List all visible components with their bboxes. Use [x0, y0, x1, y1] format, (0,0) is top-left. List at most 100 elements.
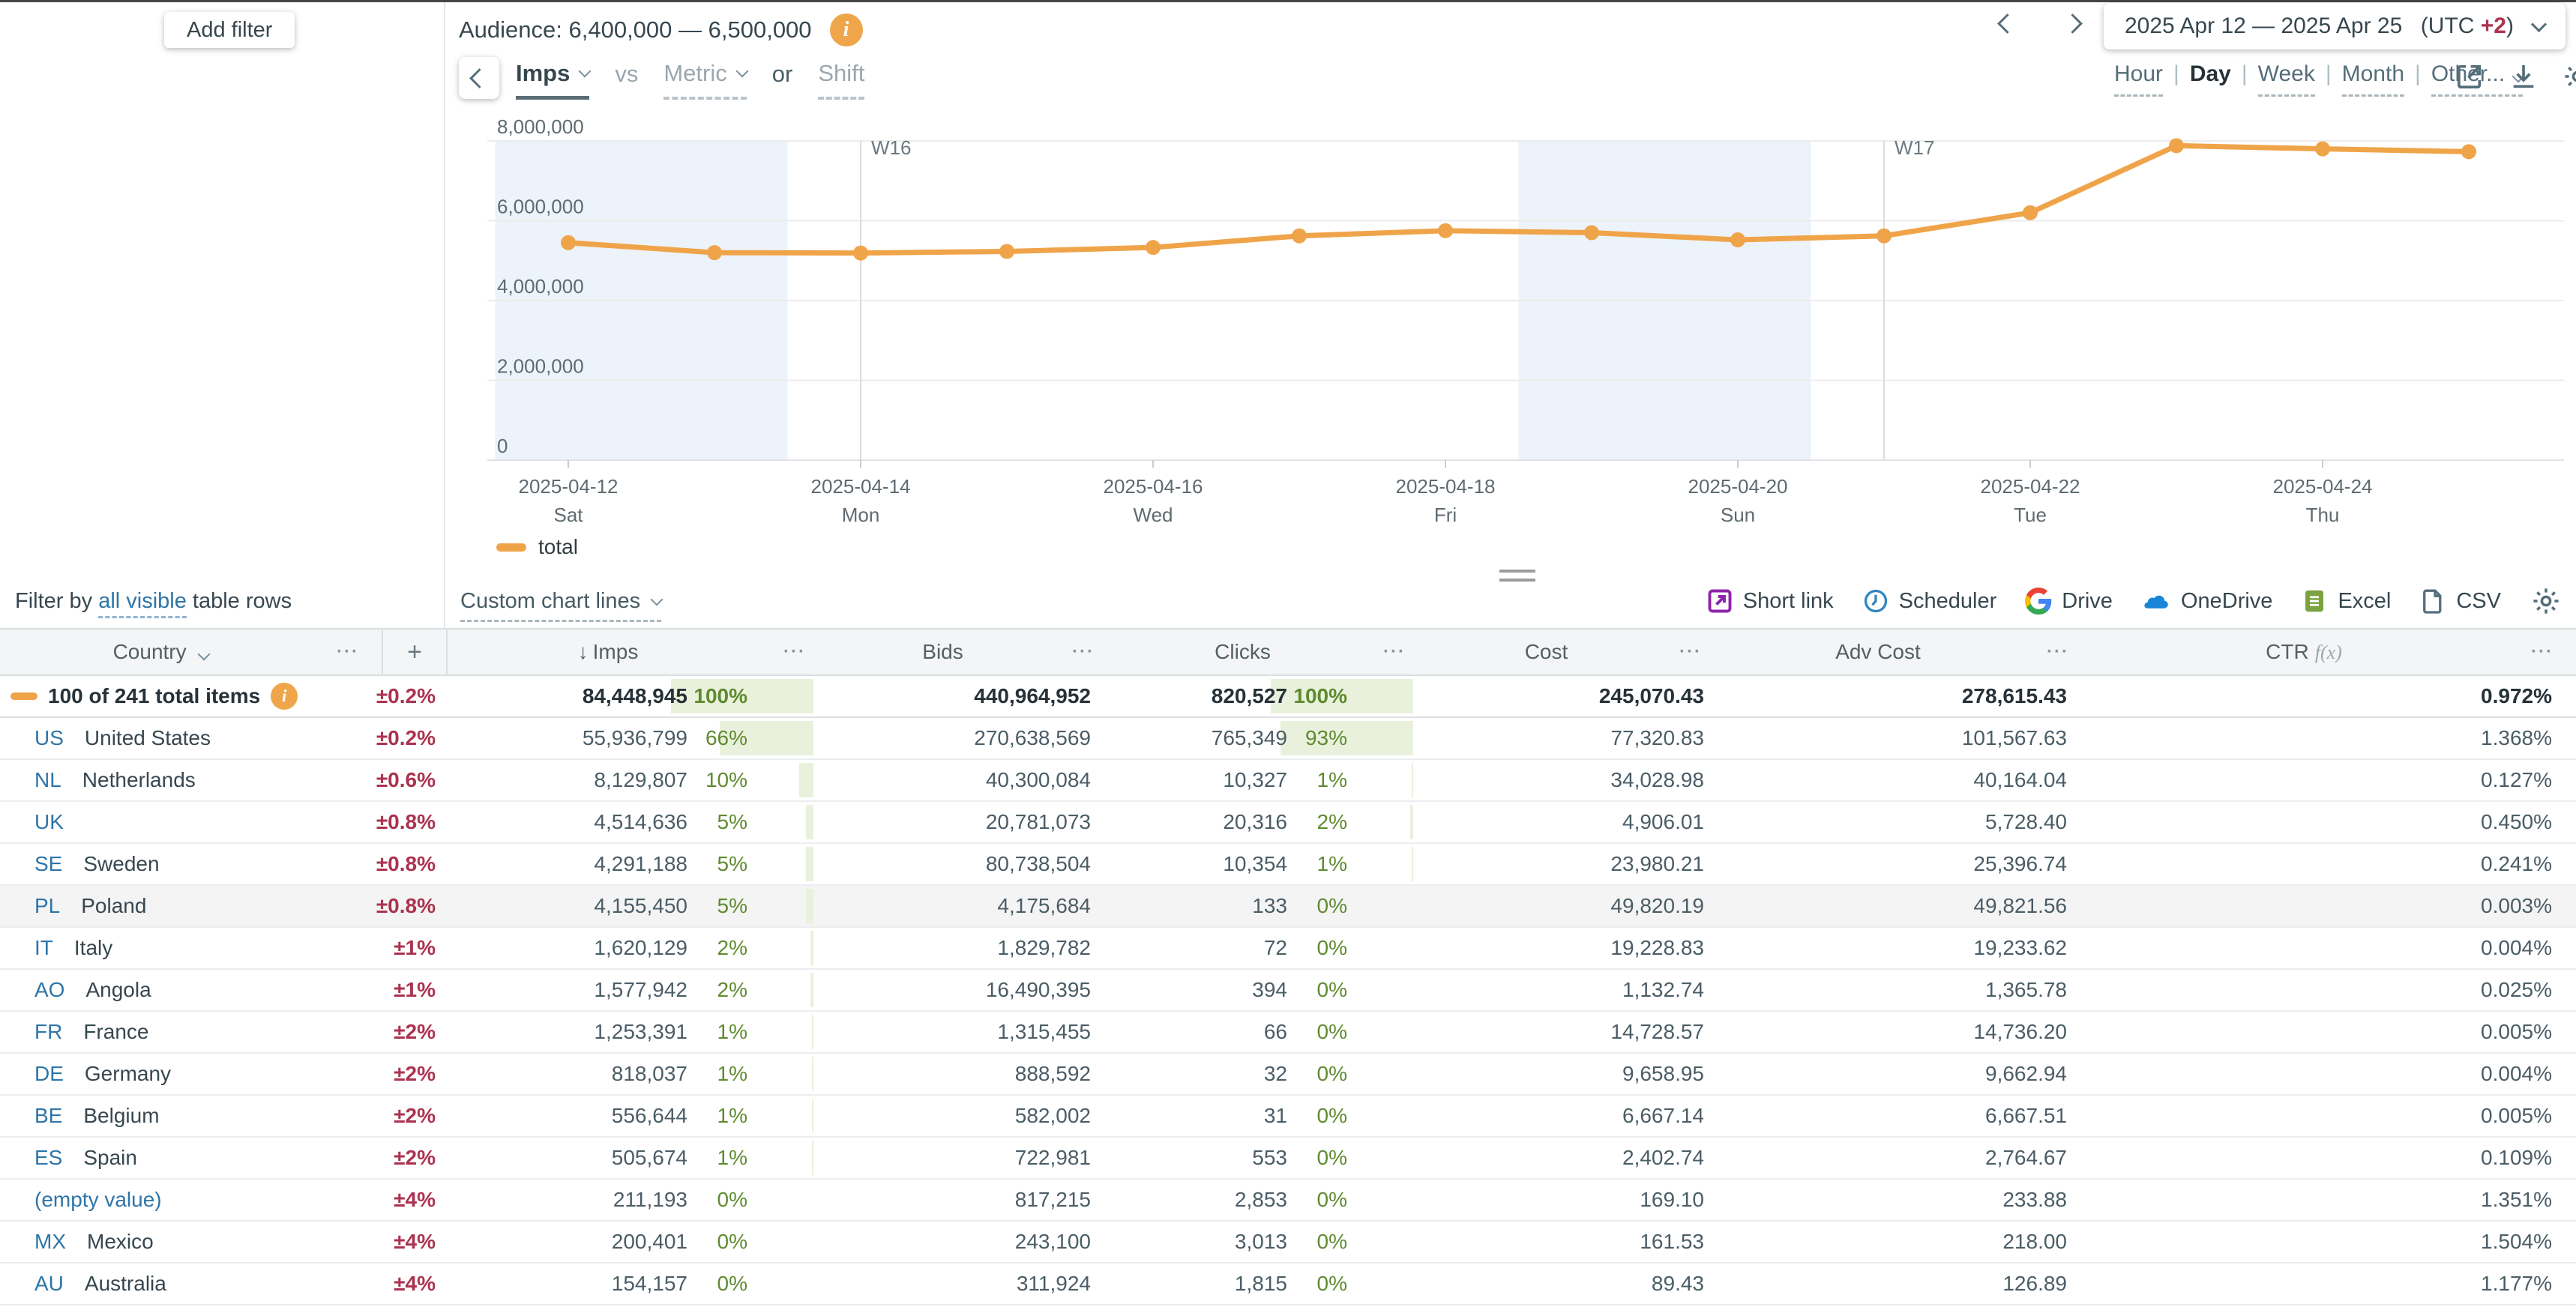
cost-value: 245,070.43	[1598, 684, 1704, 707]
table-row[interactable]: AU Australia ±4% 154,157 0% 311,924 1,815 0% 89.…	[0, 1264, 2576, 1306]
date-range-picker[interactable]: 2025 Apr 12 — 2025 Apr 25 (UTC +2)	[2104, 3, 2566, 49]
granularity-separator: |	[2241, 61, 2248, 86]
data-point	[2461, 144, 2476, 160]
country-cell[interactable]: PL Poland	[0, 886, 382, 926]
column-menu-icon[interactable]: ···	[337, 642, 359, 662]
country-cell[interactable]: ES Spain	[0, 1138, 382, 1178]
country-cell[interactable]: NL Netherlands	[0, 760, 382, 800]
column-header-clicks[interactable]: Clicks ···	[1215, 640, 1406, 663]
panel-resize-handle[interactable]	[1499, 570, 1535, 588]
country-cell[interactable]: AU Australia	[0, 1264, 382, 1304]
value-bar	[1281, 721, 1413, 755]
onedrive-export-button[interactable]: OneDrive	[2141, 588, 2272, 615]
column-menu-icon[interactable]: ···	[1383, 642, 1406, 662]
open-external-button[interactable]	[2453, 60, 2486, 93]
country-cell[interactable]: MX Mexico	[0, 1222, 382, 1262]
formula-icon: f(x)	[2314, 642, 2342, 663]
compare-metric-dropdown[interactable]: Metric	[663, 60, 749, 100]
table-row[interactable]: FR France ±2% 1,253,391 1% 1,315,455 66 0% 14,72…	[0, 1012, 2576, 1054]
table-row[interactable]: IT Italy ±1% 1,620,129 2% 1,829,782 72 0% 19,228…	[0, 928, 2576, 970]
country-cell[interactable]: US United States	[0, 718, 382, 758]
country-cell[interactable]: FR France	[0, 1012, 382, 1052]
imps-value: 8,129,807	[594, 768, 687, 791]
country-code: SE	[34, 852, 63, 875]
country-cell[interactable]: SE Sweden	[0, 844, 382, 884]
table-row[interactable]: UK ±0.8% 4,514,636 5% 20,781,073 20,316 2% 4,90…	[0, 802, 2576, 844]
table-row[interactable]: PL Poland ±0.8% 4,155,450 5% 4,175,684 133 0% 49…	[0, 886, 2576, 928]
column-menu-icon[interactable]: ···	[783, 642, 806, 662]
granularity-tab-other[interactable]: Other...	[2431, 61, 2525, 97]
table-row[interactable]: AO Angola ±1% 1,577,942 2% 16,490,395 394 0% 1,1…	[0, 970, 2576, 1012]
table-row[interactable]: MX Mexico ±4% 200,401 0% 243,100 3,013 0% 161.53…	[0, 1222, 2576, 1264]
adv-cost-value: 19,233.62	[1973, 936, 2067, 959]
totals-cell[interactable]: 100 of 241 total items i	[0, 676, 382, 716]
info-icon[interactable]: i	[829, 13, 863, 46]
country-cell[interactable]: IT Italy	[0, 928, 382, 968]
add-filter-button[interactable]: Add filter	[164, 12, 295, 48]
table-row[interactable]: SE Sweden ±0.8% 4,291,188 5% 80,738,504 10,354…	[0, 844, 2576, 886]
error-margin-value: ±4%	[394, 1230, 436, 1253]
scheduler-button[interactable]: Scheduler	[1862, 588, 1996, 615]
country-code: AO	[34, 978, 65, 1001]
granularity-tab-month[interactable]: Month	[2341, 61, 2405, 97]
table-row[interactable]: NL Netherlands ±0.6% 8,129,807 10% 40,300,084…	[0, 760, 2576, 802]
data-point	[853, 245, 868, 261]
country-cell[interactable]: (empty value)	[0, 1180, 382, 1220]
table-row[interactable]: (empty value) ±4% 211,193 0% 817,215 2,853 0% 1…	[0, 1180, 2576, 1222]
column-menu-icon[interactable]: ···	[2531, 642, 2554, 662]
data-point	[1584, 225, 1599, 241]
table-settings-button[interactable]	[2530, 585, 2563, 618]
clicks-value: 3,013	[1234, 1230, 1287, 1253]
imps-percent: 5%	[717, 852, 747, 875]
chart-settings-button[interactable]	[2561, 60, 2576, 93]
primary-metric-dropdown[interactable]: Imps	[516, 60, 592, 100]
granularity-tab-week[interactable]: Week	[2257, 61, 2315, 97]
country-cell[interactable]: UK	[0, 802, 382, 842]
column-header-cost[interactable]: Cost ···	[1524, 640, 1702, 663]
table-row[interactable]: BE Belgium ±2% 556,644 1% 582,002 31 0% 6,667.14…	[0, 1096, 2576, 1138]
y-axis-label: 8,000,000	[497, 115, 584, 138]
imps-percent: 2%	[717, 936, 747, 959]
table-row[interactable]: US United States ±0.2% 55,936,799 66% 270,638…	[0, 718, 2576, 760]
bids-cell: 888,592	[828, 1054, 1117, 1094]
all-visible-link[interactable]: all visible	[98, 589, 187, 618]
table-row[interactable]: 100 of 241 total items i ±0.2% 84,448,945 10…	[0, 676, 2576, 718]
date-range-label: 2025 Apr 12 — 2025 Apr 25	[2125, 13, 2403, 38]
info-icon[interactable]: i	[271, 683, 298, 710]
add-column-button[interactable]: +	[382, 630, 446, 674]
country-code: IT	[34, 936, 53, 959]
shift-label: Shift	[818, 60, 865, 86]
download-button[interactable]	[2507, 60, 2540, 93]
chart-collapse-button[interactable]	[459, 57, 499, 99]
bids-cell: 80,738,504	[828, 844, 1117, 884]
column-header-imps[interactable]: ↓ Imps ···	[446, 630, 828, 674]
imps-value: 55,936,799	[582, 726, 687, 749]
column-menu-icon[interactable]: ···	[1072, 642, 1095, 662]
ctr-value: 1.504%	[2481, 1230, 2552, 1253]
short-link-button[interactable]: Short link	[1706, 588, 1834, 615]
timeseries-chart[interactable]: 0 2,000,000 4,000,000 6,000,000 8,000,000 W16…	[0, 0, 2576, 570]
bids-value: 16,490,395	[985, 978, 1091, 1001]
country-cell[interactable]: DE Germany	[0, 1054, 382, 1094]
adv-cost-value: 40,164.04	[1973, 768, 2067, 791]
column-menu-icon[interactable]: ···	[2047, 642, 2069, 662]
custom-chart-lines-dropdown[interactable]: Custom chart lines	[460, 589, 663, 622]
column-header-ctr[interactable]: CTR f(x) ···	[2266, 640, 2554, 663]
csv-export-button[interactable]: CSV	[2419, 588, 2501, 615]
column-header-adv-cost[interactable]: Adv Cost ···	[1835, 640, 2069, 663]
country-cell[interactable]: BE Belgium	[0, 1096, 382, 1136]
shift-option[interactable]: Shift	[818, 60, 865, 100]
drive-export-button[interactable]: Drive	[2025, 588, 2113, 615]
table-row[interactable]: ES Spain ±2% 505,674 1% 722,981 553 0% 2,402.74 2…	[0, 1138, 2576, 1180]
column-menu-icon[interactable]: ···	[1679, 642, 1702, 662]
granularity-tab-hour[interactable]: Hour	[2114, 61, 2164, 97]
table-row[interactable]: DE Germany ±2% 818,037 1% 888,592 32 0% 9,658.95…	[0, 1054, 2576, 1096]
excel-export-button[interactable]: Excel	[2301, 588, 2391, 615]
granularity-tab-day[interactable]: Day	[2190, 61, 2231, 94]
column-header-country[interactable]: Country ···	[112, 640, 359, 663]
column-header-bids[interactable]: Bids ···	[922, 640, 1095, 663]
country-cell[interactable]: AO Angola	[0, 970, 382, 1010]
bids-value: 80,738,504	[985, 852, 1091, 875]
bids-cell: 582,002	[828, 1096, 1117, 1136]
chart-legend[interactable]: total	[496, 535, 578, 559]
